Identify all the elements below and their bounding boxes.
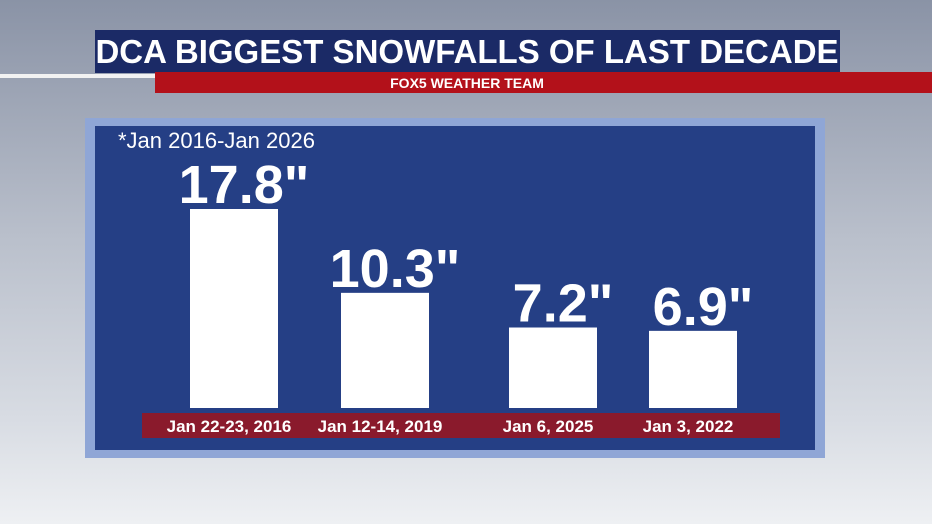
bar	[190, 209, 278, 408]
value-label: 17.8"	[179, 155, 310, 215]
accent-line	[0, 74, 160, 78]
x-tick-label: Jan 3, 2022	[643, 417, 734, 436]
value-label: 7.2"	[513, 274, 614, 334]
bar	[649, 330, 737, 408]
x-tick-label: Jan 12-14, 2019	[318, 417, 443, 436]
value-label: 6.9"	[653, 277, 754, 337]
chart-title: DCA BIGGEST SNOWFALLS OF LAST DECADE	[95, 33, 838, 70]
x-tick-label: Jan 6, 2025	[503, 417, 594, 436]
label-strip	[142, 413, 780, 438]
brand-bar	[155, 72, 932, 93]
value-label: 10.3"	[330, 239, 461, 299]
subtitle: *Jan 2016-Jan 2026	[118, 128, 315, 153]
title-banner	[95, 30, 840, 73]
bar	[509, 327, 597, 408]
bar	[341, 292, 429, 408]
brand: FOX5 WEATHER TEAM	[390, 75, 544, 91]
x-tick-label: Jan 22-23, 2016	[167, 417, 292, 436]
